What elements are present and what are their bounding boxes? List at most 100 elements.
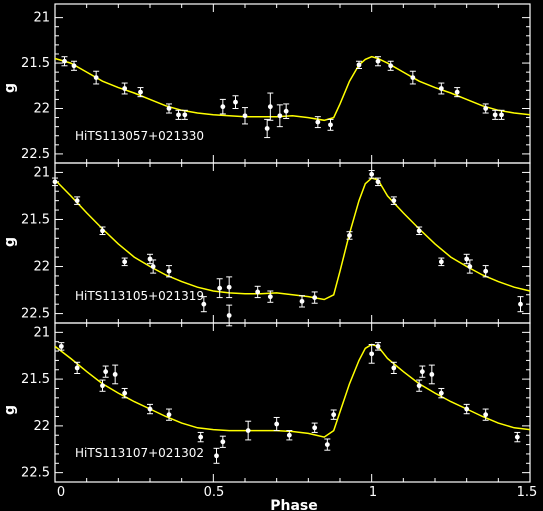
data-point	[391, 365, 397, 371]
x-tick-label-0-5: 0.5	[204, 485, 225, 500]
data-point	[138, 89, 143, 95]
data-point	[419, 369, 425, 375]
data-point	[264, 126, 270, 131]
data-point	[74, 198, 80, 204]
data-point	[416, 228, 422, 234]
data-point	[122, 259, 128, 265]
data-point	[483, 412, 489, 418]
data-point	[147, 406, 153, 412]
data-point	[499, 112, 504, 118]
data-point	[492, 112, 498, 118]
data-point	[429, 372, 435, 377]
data-point	[122, 86, 128, 91]
data-point	[198, 434, 204, 440]
y-tick-label: 22	[33, 419, 50, 434]
data-point	[438, 390, 444, 396]
panel-label-top: HiTS113057+021330	[75, 129, 204, 143]
panel-frame	[54, 322, 531, 483]
data-point	[410, 75, 416, 80]
data-point	[388, 63, 394, 69]
data-point	[100, 228, 105, 234]
data-point	[103, 369, 109, 375]
data-point	[369, 351, 375, 357]
data-point	[62, 58, 67, 64]
data-point	[267, 294, 273, 300]
data-point	[176, 112, 181, 118]
y-tick-label: 21.5	[21, 56, 50, 71]
data-point	[166, 412, 172, 418]
data-point	[52, 179, 58, 185]
y-tick-label: 22	[33, 260, 50, 275]
data-point	[483, 268, 489, 274]
model-curve	[54, 343, 531, 438]
data-point	[100, 383, 105, 389]
y-tick-label: 21.5	[21, 212, 50, 227]
data-point	[391, 198, 397, 204]
model-curve	[54, 177, 531, 301]
data-point	[274, 421, 280, 427]
y-axis-label-middle: g	[2, 237, 18, 247]
data-point	[467, 264, 473, 269]
data-point	[356, 62, 362, 68]
y-tick-label: 21	[33, 325, 50, 340]
data-point	[245, 428, 251, 433]
data-point	[438, 259, 444, 265]
data-point	[464, 406, 470, 412]
data-point	[226, 313, 232, 318]
data-point	[454, 89, 460, 95]
x-axis-label: Phase	[270, 498, 318, 511]
data-point	[347, 233, 352, 238]
data-point	[315, 119, 321, 125]
data-point	[226, 284, 232, 290]
y-tick-label: 22.5	[21, 307, 50, 322]
y-tick-label: 21.5	[21, 372, 50, 387]
data-point	[416, 383, 422, 389]
data-point	[267, 104, 273, 110]
data-point	[483, 106, 489, 111]
panel-hits113107: 21 21.5 22 22.5	[21, 322, 531, 483]
data-point	[328, 122, 333, 128]
data-point	[331, 412, 337, 418]
data-point	[277, 113, 283, 119]
x-tick-label-1: 1	[369, 485, 377, 500]
x-tick-label-1-5: 1.5	[517, 485, 538, 500]
data-point	[112, 372, 118, 377]
data-point	[518, 301, 523, 307]
panel-label-bottom: HiTS113107+021302	[75, 446, 204, 460]
data-point	[312, 425, 318, 431]
data-point	[217, 285, 223, 291]
data-point	[438, 86, 444, 91]
data-point	[299, 298, 305, 304]
data-point	[375, 179, 381, 185]
data-point	[242, 113, 248, 119]
data-point	[71, 63, 77, 69]
y-tick-label: 21	[33, 11, 50, 26]
y-tick-label: 22	[33, 101, 50, 116]
y-tick-label: 21	[33, 165, 50, 180]
panel-hits113057: 21 21.5 22 22.5	[21, 3, 531, 164]
data-point	[182, 112, 188, 118]
data-point	[58, 343, 64, 349]
y-tick-label: 22.5	[21, 466, 50, 481]
data-point	[214, 453, 219, 459]
x-tick-label-0: 0	[57, 485, 65, 500]
data-point	[375, 343, 381, 349]
data-point	[233, 99, 238, 105]
data-point	[220, 104, 226, 110]
data-point	[312, 295, 318, 300]
data-point	[464, 256, 470, 262]
data-point	[324, 442, 330, 447]
data-point	[283, 108, 289, 114]
data-point	[375, 58, 381, 64]
data-point	[514, 434, 520, 440]
data-point	[93, 75, 99, 80]
data-point	[147, 256, 153, 262]
y-tick-label: 22.5	[21, 147, 50, 162]
y-axis-label-bottom: g	[2, 405, 18, 415]
data-point	[255, 289, 261, 295]
data-point	[122, 390, 128, 396]
data-point	[286, 432, 292, 438]
panel-label-middle: HiTS113105+021319	[75, 289, 204, 303]
